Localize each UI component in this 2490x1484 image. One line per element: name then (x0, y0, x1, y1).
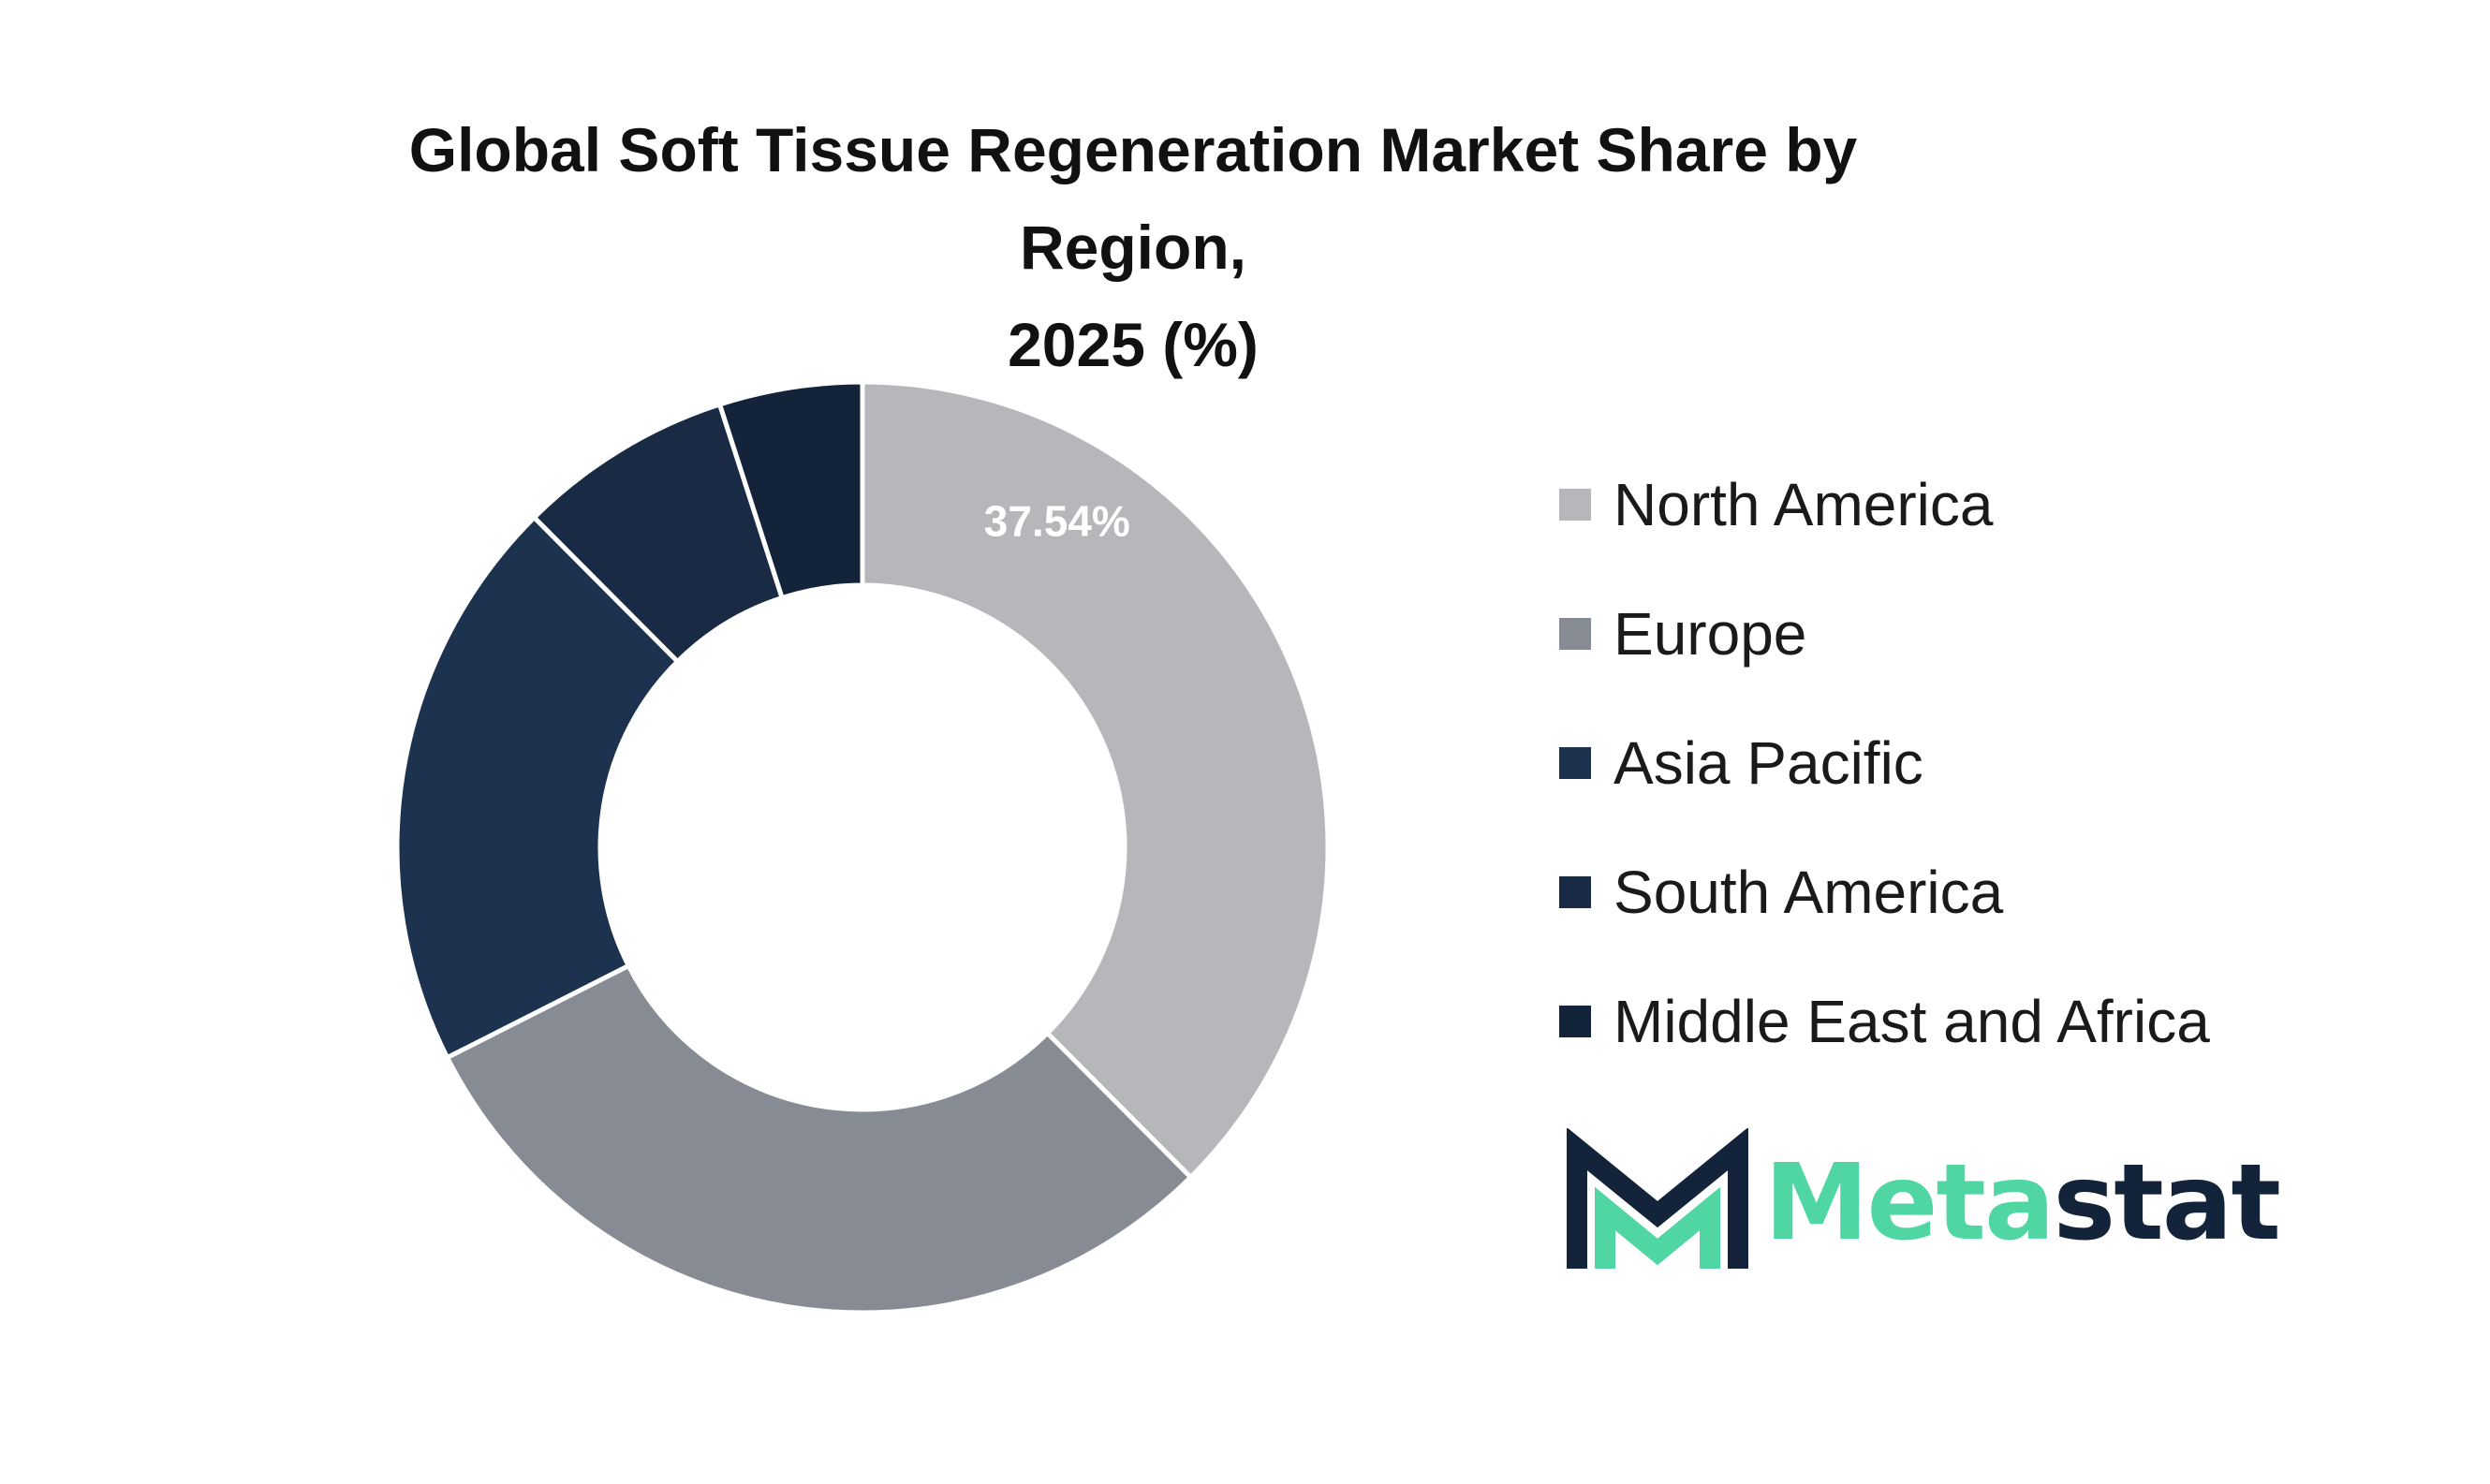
donut-slices (394, 379, 1331, 1315)
donut-slice-asia-pacific (394, 514, 682, 1061)
legend: North America Europe Asia Pacific South … (1559, 440, 2210, 1086)
data-label-north-america: 37.54% (984, 496, 1130, 545)
metastat-logo-mark-icon (1567, 1128, 1748, 1269)
legend-swatch (1559, 618, 1591, 650)
chart-title-line-2: 2025 (%) (1008, 310, 1259, 379)
legend-item-north-america: North America (1559, 440, 2210, 569)
donut-data-labels: 37.54% (984, 496, 1130, 545)
metastat-logo: Metastat (1564, 1128, 2281, 1278)
legend-label: North America (1613, 471, 1994, 538)
legend-item-south-america: South America (1559, 828, 2210, 957)
legend-swatch (1559, 489, 1591, 521)
donut-slice-north-america (860, 379, 1331, 1181)
logo-text-meta: Meta (1764, 1142, 2055, 1264)
legend-label: South America (1613, 859, 2004, 926)
legend-label: Asia Pacific (1613, 729, 1923, 797)
legend-label: Middle East and Africa (1613, 988, 2210, 1055)
legend-label: Europe (1613, 600, 1807, 668)
legend-item-europe: Europe (1559, 569, 2210, 698)
donut-slice-europe (444, 962, 1195, 1315)
legend-swatch (1559, 747, 1591, 779)
legend-item-asia-pacific: Asia Pacific (1559, 698, 2210, 828)
logo-text-stat: stat (2053, 1142, 2281, 1264)
chart-title-line-1: Global Soft Tissue Regeneration Market S… (408, 115, 1858, 282)
metastat-logo-text: Metastat (1764, 1151, 2281, 1256)
donut-slice-middle-east-and-africa (716, 379, 865, 601)
legend-item-middle-east-and-africa: Middle East and Africa (1559, 957, 2210, 1086)
legend-swatch (1559, 1006, 1591, 1037)
chart-title: Global Soft Tissue Regeneration Market S… (337, 101, 1929, 393)
legend-swatch (1559, 876, 1591, 908)
